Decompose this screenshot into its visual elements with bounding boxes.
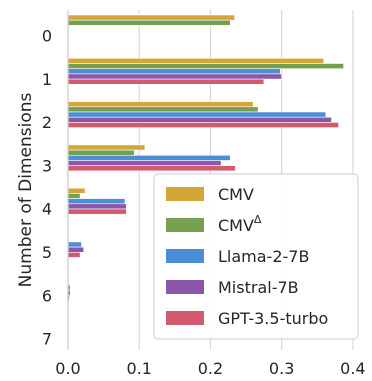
- y-tick-label-7: 7: [42, 330, 52, 349]
- legend-label-superscript-1: Δ: [254, 213, 262, 226]
- bar-dim3-series3: [67, 160, 222, 166]
- legend-label-3: Mistral-7B: [218, 278, 299, 297]
- bar-dim2-series0: [67, 101, 254, 108]
- bar-dim0-series1: [67, 19, 231, 26]
- y-tick-label-2: 2: [42, 113, 52, 132]
- bar-dim1-series1: [67, 63, 344, 69]
- x-tick-label-1: 0.1: [126, 359, 151, 378]
- bar-dim3-series1: [67, 149, 135, 156]
- bar-dim4-series1: [67, 193, 81, 199]
- legend-swatch-4: [166, 311, 204, 325]
- x-tick-label-0: 0.0: [55, 359, 80, 378]
- bar-dim5-series3: [67, 246, 84, 253]
- y-tick-label-3: 3: [42, 156, 52, 175]
- bar-dim1-series2: [67, 68, 281, 75]
- bar-dim2-series3: [67, 116, 332, 123]
- bar-dim1-series0: [67, 57, 324, 64]
- legend-label-2: Llama-2-7B: [218, 247, 309, 266]
- bar-dim5-series2: [67, 241, 82, 248]
- y-tick-label-4: 4: [42, 200, 52, 219]
- bar-dim2-series1: [67, 106, 259, 113]
- legend-swatch-0: [166, 187, 204, 201]
- bar-dim2-series4: [67, 122, 339, 128]
- bar-dim1-series3: [67, 73, 282, 80]
- y-tick-label-5: 5: [42, 243, 52, 262]
- bar-dim3-series0: [67, 144, 146, 151]
- bar-dim0-series0: [67, 14, 235, 21]
- legend-box: [153, 173, 359, 340]
- legend-label-4: GPT-3.5-turbo: [218, 309, 328, 328]
- bar-dim1-series4: [67, 78, 265, 85]
- legend-label-1: CMVΔ: [218, 213, 262, 235]
- bar-dim3-series2: [67, 155, 231, 161]
- legend-swatch-1: [166, 218, 204, 232]
- x-tick-label-3: 0.3: [269, 359, 294, 378]
- legend-swatch-3: [166, 280, 204, 294]
- y-tick-label-1: 1: [42, 70, 52, 89]
- legend-label-0: CMV: [218, 185, 254, 204]
- y-tick-label-6: 6: [42, 286, 52, 305]
- x-tick-label-4: 0.4: [340, 359, 365, 378]
- legend-swatch-2: [166, 249, 204, 263]
- bar-dim3-series4: [67, 165, 236, 172]
- bar-dim4-series2: [67, 198, 126, 205]
- x-tick-labels: 0.0 0.1 0.2 0.3 0.4: [55, 359, 365, 378]
- bar-dim5-series4: [67, 252, 81, 258]
- y-axis-title: Number of Dimensions: [16, 93, 36, 288]
- legend: CMV CMVΔ Llama-2-7B Mistral-7B GPT-3.5-turbo: [153, 173, 359, 340]
- bar-dim4-series0: [67, 187, 86, 194]
- y-tick-labels: 0 1 2 3 4 5 6 7: [42, 27, 52, 349]
- x-tick-label-2: 0.2: [198, 359, 223, 378]
- bar-dim2-series2: [67, 111, 327, 118]
- bar-dim4-series4: [67, 208, 127, 215]
- bar-dim4-series3: [67, 203, 127, 210]
- y-tick-label-0: 0: [42, 27, 52, 46]
